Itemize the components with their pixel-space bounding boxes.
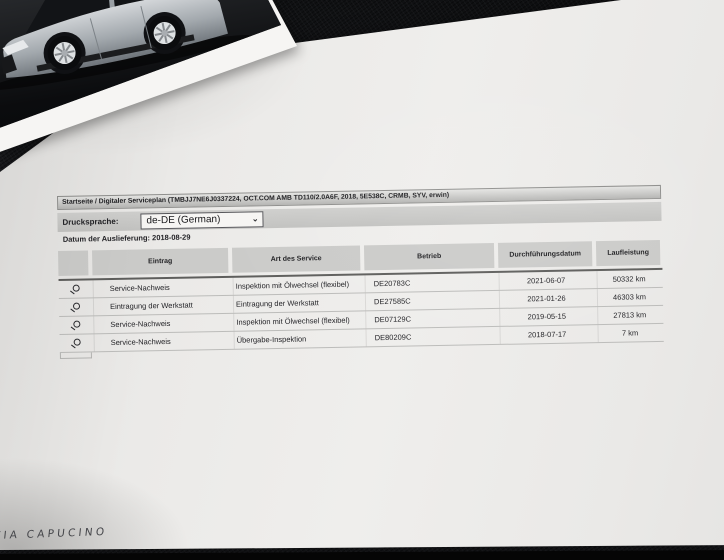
rear-wheel xyxy=(147,16,182,51)
car-photo xyxy=(0,0,281,131)
car-brochure xyxy=(0,0,297,154)
front-wheel xyxy=(47,36,82,71)
car-image xyxy=(0,0,281,131)
